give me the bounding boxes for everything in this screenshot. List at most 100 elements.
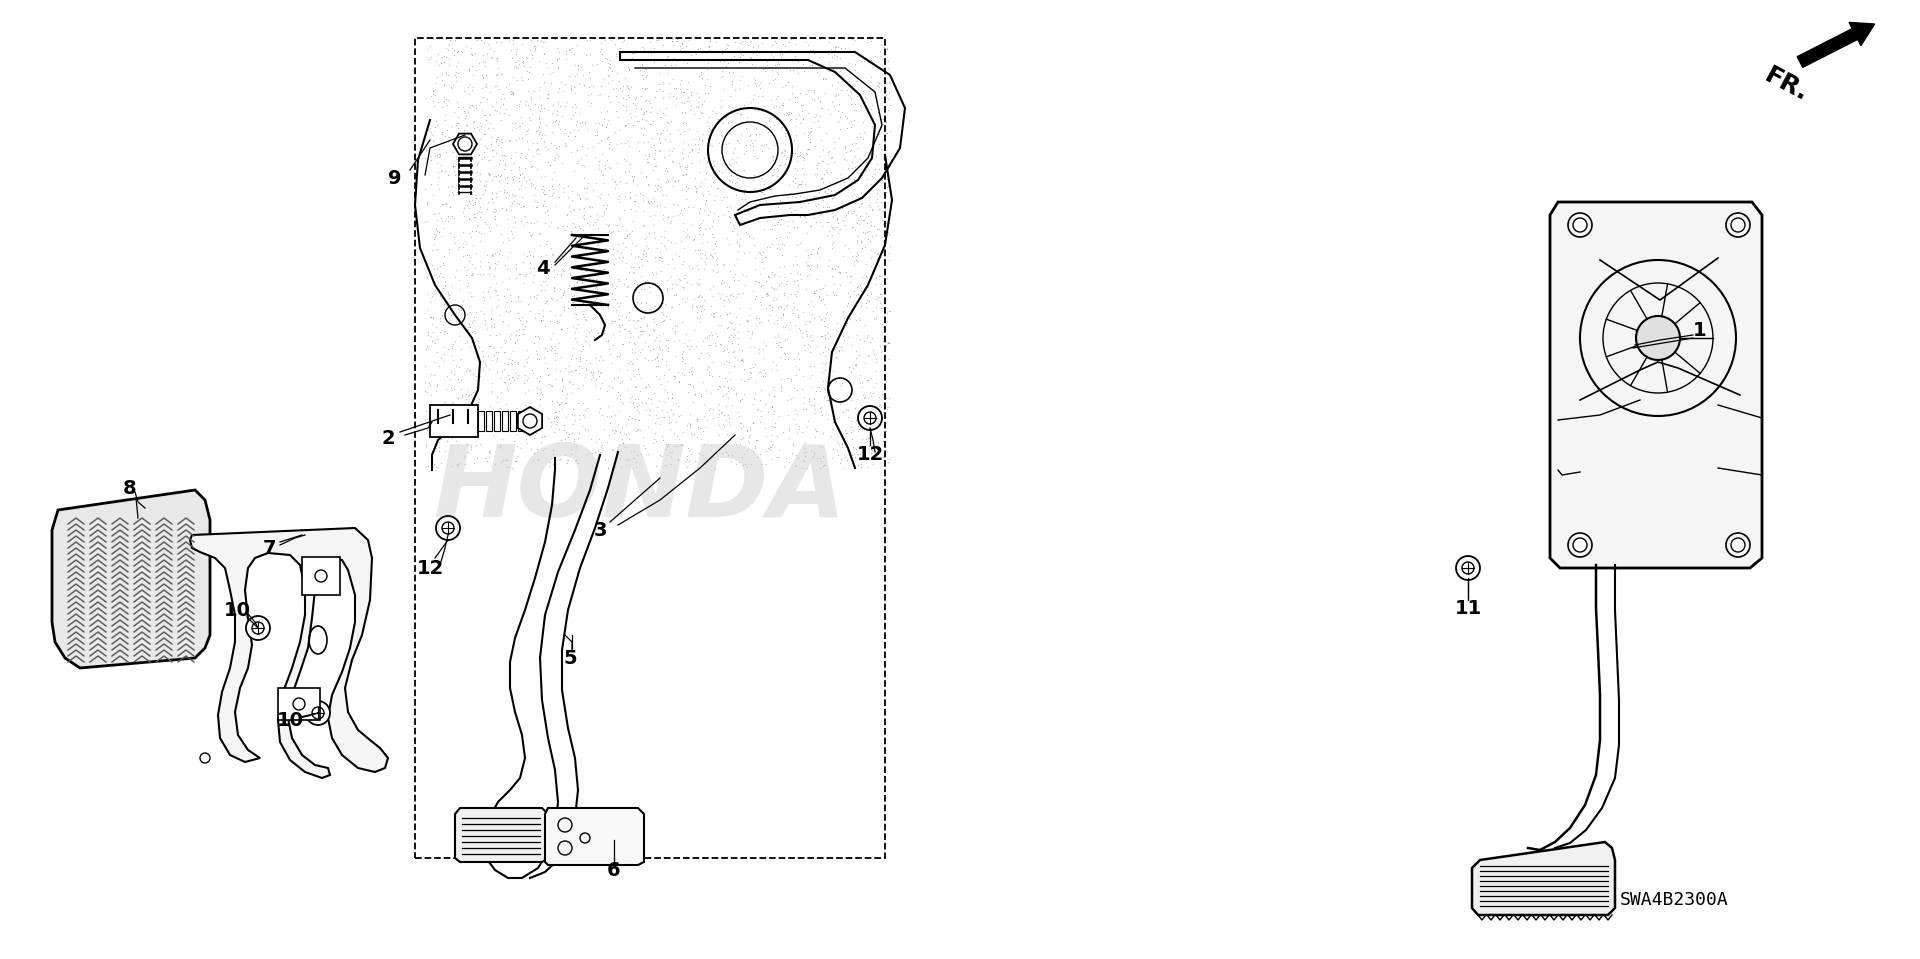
Point (511, 355, 541, 370)
Point (845, 233, 876, 248)
Point (697, 368, 728, 384)
Point (676, 297, 707, 313)
Point (434, 129, 465, 145)
Point (549, 121, 580, 136)
Point (465, 204, 495, 220)
Point (505, 109, 536, 125)
Point (868, 321, 899, 337)
Point (712, 115, 743, 130)
Point (639, 183, 670, 199)
Point (561, 438, 591, 454)
Point (714, 214, 745, 229)
Point (682, 411, 712, 427)
Point (852, 438, 883, 454)
Point (682, 299, 712, 315)
Point (758, 316, 789, 331)
Point (741, 449, 772, 464)
Point (793, 82, 824, 98)
Point (438, 409, 468, 424)
Point (547, 321, 578, 337)
Point (626, 68, 657, 83)
Point (536, 339, 566, 354)
Point (697, 249, 728, 265)
Point (572, 191, 603, 206)
Point (657, 208, 687, 223)
Point (530, 134, 561, 150)
Point (801, 283, 831, 298)
Point (814, 252, 845, 268)
Point (614, 53, 645, 68)
Point (555, 145, 586, 160)
Point (868, 203, 899, 219)
Point (451, 236, 482, 251)
Point (793, 196, 824, 211)
Point (526, 248, 557, 264)
Point (518, 268, 549, 283)
Point (509, 180, 540, 196)
Point (545, 98, 576, 113)
Point (856, 85, 887, 101)
Point (672, 274, 703, 290)
Point (818, 209, 849, 224)
Point (780, 220, 810, 235)
Point (528, 429, 559, 444)
Point (553, 452, 584, 467)
Point (833, 295, 864, 311)
Point (444, 328, 474, 343)
Point (572, 87, 603, 103)
Point (526, 385, 557, 400)
Point (806, 101, 837, 116)
Point (538, 105, 568, 121)
Point (432, 133, 463, 149)
Point (674, 94, 705, 109)
Point (822, 59, 852, 75)
Point (676, 84, 707, 100)
Point (417, 454, 447, 469)
Point (676, 363, 707, 379)
Point (801, 199, 831, 214)
Point (557, 193, 588, 208)
Point (868, 319, 899, 335)
Point (505, 293, 536, 309)
Point (486, 400, 516, 415)
Point (584, 326, 614, 341)
Point (501, 370, 532, 386)
Point (793, 129, 824, 145)
Point (536, 377, 566, 392)
Point (630, 232, 660, 247)
Point (874, 226, 904, 242)
Point (503, 98, 534, 113)
Point (774, 91, 804, 106)
Point (751, 456, 781, 472)
Point (624, 319, 655, 335)
Point (557, 298, 588, 314)
Point (768, 288, 799, 303)
Point (760, 147, 791, 162)
Point (457, 237, 488, 252)
Point (453, 247, 484, 263)
Point (820, 341, 851, 357)
Point (862, 251, 893, 267)
Point (543, 139, 574, 154)
Point (812, 199, 843, 215)
Point (680, 180, 710, 196)
Point (572, 446, 603, 461)
Point (599, 125, 630, 140)
Point (601, 36, 632, 52)
Point (442, 415, 472, 431)
Point (824, 436, 854, 452)
Point (513, 83, 543, 99)
Point (751, 54, 781, 69)
Point (854, 102, 885, 117)
Point (780, 128, 810, 143)
Point (680, 454, 710, 469)
Point (549, 98, 580, 113)
Point (559, 432, 589, 447)
Point (810, 85, 841, 101)
Point (455, 441, 486, 456)
Point (563, 396, 593, 411)
Point (586, 230, 616, 246)
Point (726, 353, 756, 368)
Point (457, 314, 488, 329)
Point (492, 402, 522, 417)
